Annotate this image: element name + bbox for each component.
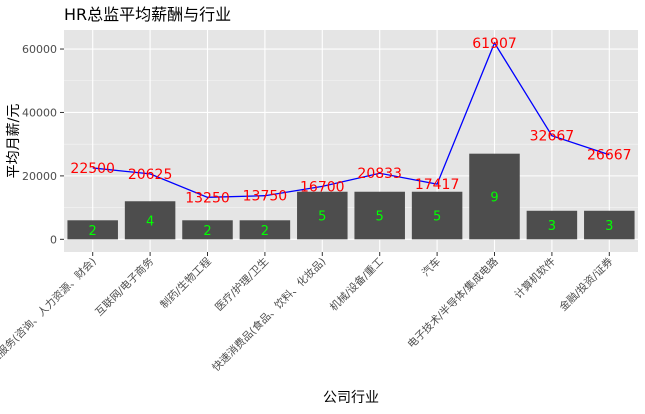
bar [526, 210, 578, 240]
avg-line [92, 41, 610, 198]
avg-salary-label: 16700 [300, 179, 345, 195]
count-label: 2 [261, 224, 269, 239]
bar [182, 220, 233, 240]
count-label: 5 [318, 210, 326, 225]
bar [297, 191, 348, 240]
bar [239, 220, 291, 240]
x-tick-label: 制药/生物工程 [157, 255, 214, 312]
bar [584, 210, 635, 240]
bar [124, 201, 176, 240]
count-label: 3 [548, 219, 556, 234]
y-axis-title: 平均月薪/元 [6, 104, 22, 179]
count-label: 5 [433, 210, 441, 225]
x-tick-label: 快速消费品(食品、饮料、化妆品) [209, 255, 328, 374]
x-tick-label: 汽车 [419, 255, 443, 279]
count-label: 3 [605, 219, 613, 234]
count-label: 2 [203, 224, 211, 239]
x-tick-label: 机械/设备/重工 [327, 255, 386, 314]
bar [411, 191, 463, 240]
y-tick-label: 60000 [22, 43, 57, 56]
bar [469, 153, 520, 240]
avg-salary-label: 17417 [415, 177, 460, 193]
chart-title: HR总监平均薪酬与行业 [64, 5, 231, 24]
y-tick-label: 40000 [22, 106, 57, 119]
x-tick-label: 医疗/护理/卫生 [212, 255, 271, 314]
x-axis-title: 公司行业 [323, 390, 379, 406]
avg-salary-label: 22500 [70, 161, 115, 177]
avg-salary-label: 26667 [587, 148, 632, 164]
x-tick-label: 金融/投资/证券 [557, 255, 616, 314]
x-tick-label: 互联网/电子商务 [93, 255, 157, 319]
x-tick-label: 电子技术/半导体/集成电路 [405, 255, 501, 351]
avg-salary-label: 20833 [357, 166, 402, 182]
count-label: 5 [376, 210, 384, 225]
data-labels: 2 4 2 2 5 5 5 9 3 3 22500 20625 13250 13750 16700 20833… [70, 36, 631, 239]
y-tick-label: 0 [50, 233, 57, 246]
avg-salary-label: 61907 [472, 36, 517, 52]
y-tick-label: 20000 [22, 170, 57, 183]
avg-salary-label: 13750 [243, 189, 288, 205]
count-label: 4 [146, 214, 154, 229]
count-label: 9 [490, 191, 498, 206]
count-label: 2 [89, 224, 97, 239]
average-salary-line [92, 41, 610, 198]
bars [67, 153, 635, 240]
avg-salary-label: 13250 [185, 190, 230, 206]
bar [67, 220, 118, 240]
x-tick-label: 计算机软件 [512, 255, 558, 301]
avg-salary-label: 32667 [530, 129, 575, 145]
avg-salary-label: 20625 [128, 167, 173, 183]
x-tick-label: 专业服务(咨询、人力资源、财会) [0, 255, 99, 374]
grid-lines [64, 30, 638, 252]
bar [354, 191, 405, 240]
